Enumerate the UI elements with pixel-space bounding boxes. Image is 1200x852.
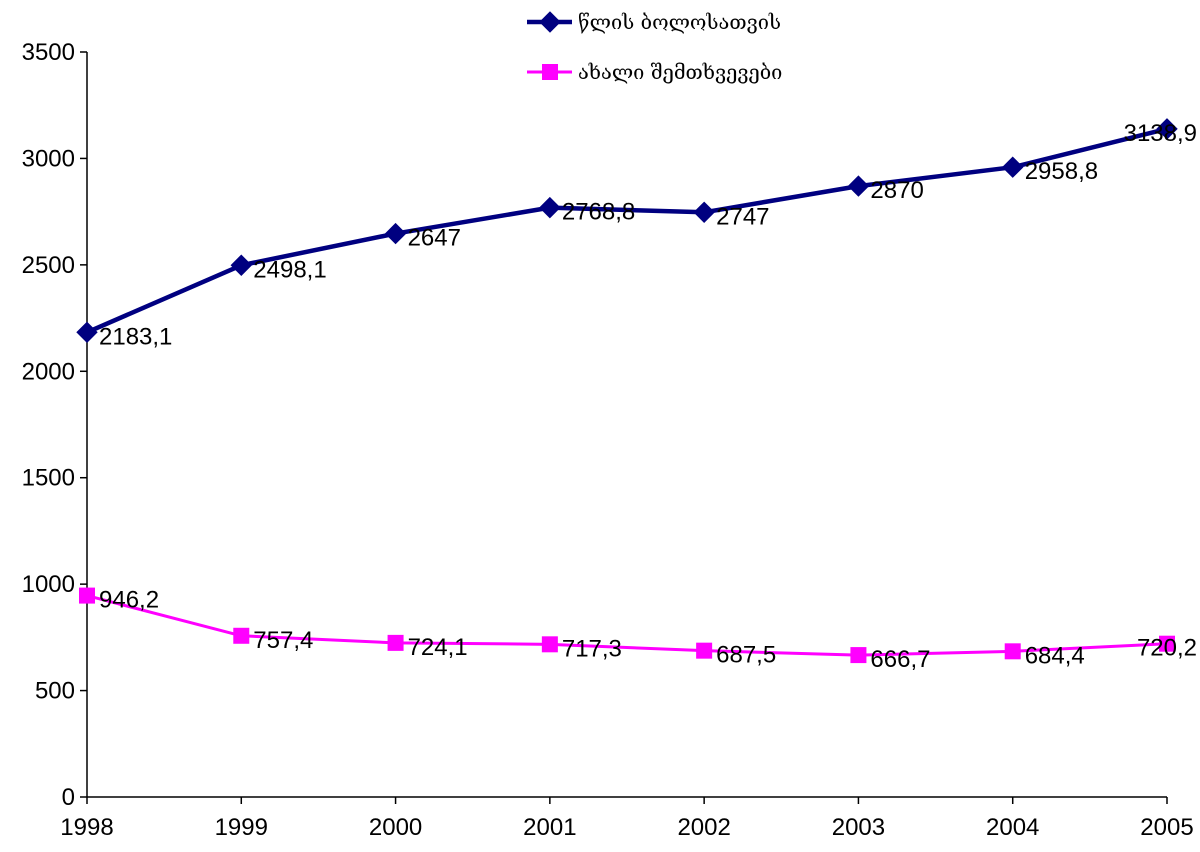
x-tick-label: 2001	[523, 814, 576, 841]
x-tick-label: 2000	[369, 814, 422, 841]
data-label: 2747	[716, 203, 769, 230]
legend-label: ახალი შემთხვევები	[578, 60, 782, 84]
series-2	[79, 587, 1175, 664]
data-point-marker	[384, 222, 407, 245]
data-label: 717,3	[562, 635, 622, 662]
y-tick-label: 0	[62, 784, 75, 811]
data-label: 666,7	[870, 646, 930, 673]
data-point-marker	[79, 587, 95, 604]
y-tick-label: 1500	[22, 465, 75, 492]
series-line	[86, 594, 1168, 657]
data-label: 2958,8	[1025, 158, 1098, 185]
data-point-marker	[1002, 156, 1024, 178]
data-label: 2870	[870, 177, 923, 204]
series-1	[76, 118, 1178, 344]
x-tick-label: 2004	[986, 814, 1039, 841]
data-label: 724,1	[408, 634, 468, 661]
data-label: 684,4	[1025, 642, 1085, 669]
data-point-marker	[1004, 643, 1021, 660]
series-layer	[76, 118, 1178, 664]
data-labels: 2183,1 2498,1 2647 2768,8 2747 2870 2958,8 3138…	[99, 120, 1197, 673]
y-tick-label: 3000	[22, 145, 75, 172]
data-point-marker	[76, 321, 98, 344]
data-point-marker	[696, 642, 713, 659]
axes: 0 500 1000 1500 2000 2500 3000 3500 1998 1999 2000…	[22, 39, 1194, 841]
y-tick-label: 1000	[22, 571, 75, 598]
data-point-marker	[693, 201, 715, 223]
legend-marker	[539, 11, 561, 33]
x-tick-label: 1999	[215, 814, 268, 841]
series-line	[86, 126, 1168, 335]
data-point-marker	[1156, 118, 1178, 140]
legend-label: წლის ბოლოსათვის	[578, 10, 781, 34]
data-point-marker	[541, 636, 558, 653]
legend-item-2: ახალი შემთხვევები	[527, 60, 782, 84]
data-label: 720,2	[1137, 635, 1197, 662]
data-point-marker	[847, 175, 870, 197]
x-tick-label: 1998	[60, 814, 113, 841]
data-point-marker	[387, 634, 404, 651]
x-tick-label: 2005	[1140, 814, 1193, 841]
data-point-marker	[1159, 635, 1175, 652]
data-label: 946,2	[99, 587, 159, 614]
legend: წლის ბოლოსათვის ახალი შემთხვევები	[527, 10, 782, 84]
data-label: 2498,1	[253, 256, 326, 283]
y-tick-label: 3500	[22, 39, 75, 66]
data-label: 3138,9	[1124, 120, 1197, 147]
data-point-marker	[539, 196, 561, 219]
legend-item-1: წლის ბოლოსათვის	[527, 10, 781, 34]
data-label: 2647	[408, 225, 461, 252]
legend-marker	[542, 64, 558, 80]
data-point-marker	[230, 254, 252, 276]
x-tick-label: 2002	[677, 814, 730, 841]
data-point-marker	[233, 627, 250, 644]
y-tick-label: 500	[35, 678, 75, 705]
data-label: 2768,8	[562, 199, 635, 226]
data-label: 2183,1	[99, 323, 172, 350]
x-tick-label: 2003	[832, 814, 885, 841]
data-label: 687,5	[716, 642, 776, 669]
y-tick-label: 2000	[22, 358, 75, 385]
y-tick-label: 2500	[22, 252, 75, 279]
data-point-marker	[850, 647, 867, 664]
data-label: 757,4	[253, 627, 313, 654]
